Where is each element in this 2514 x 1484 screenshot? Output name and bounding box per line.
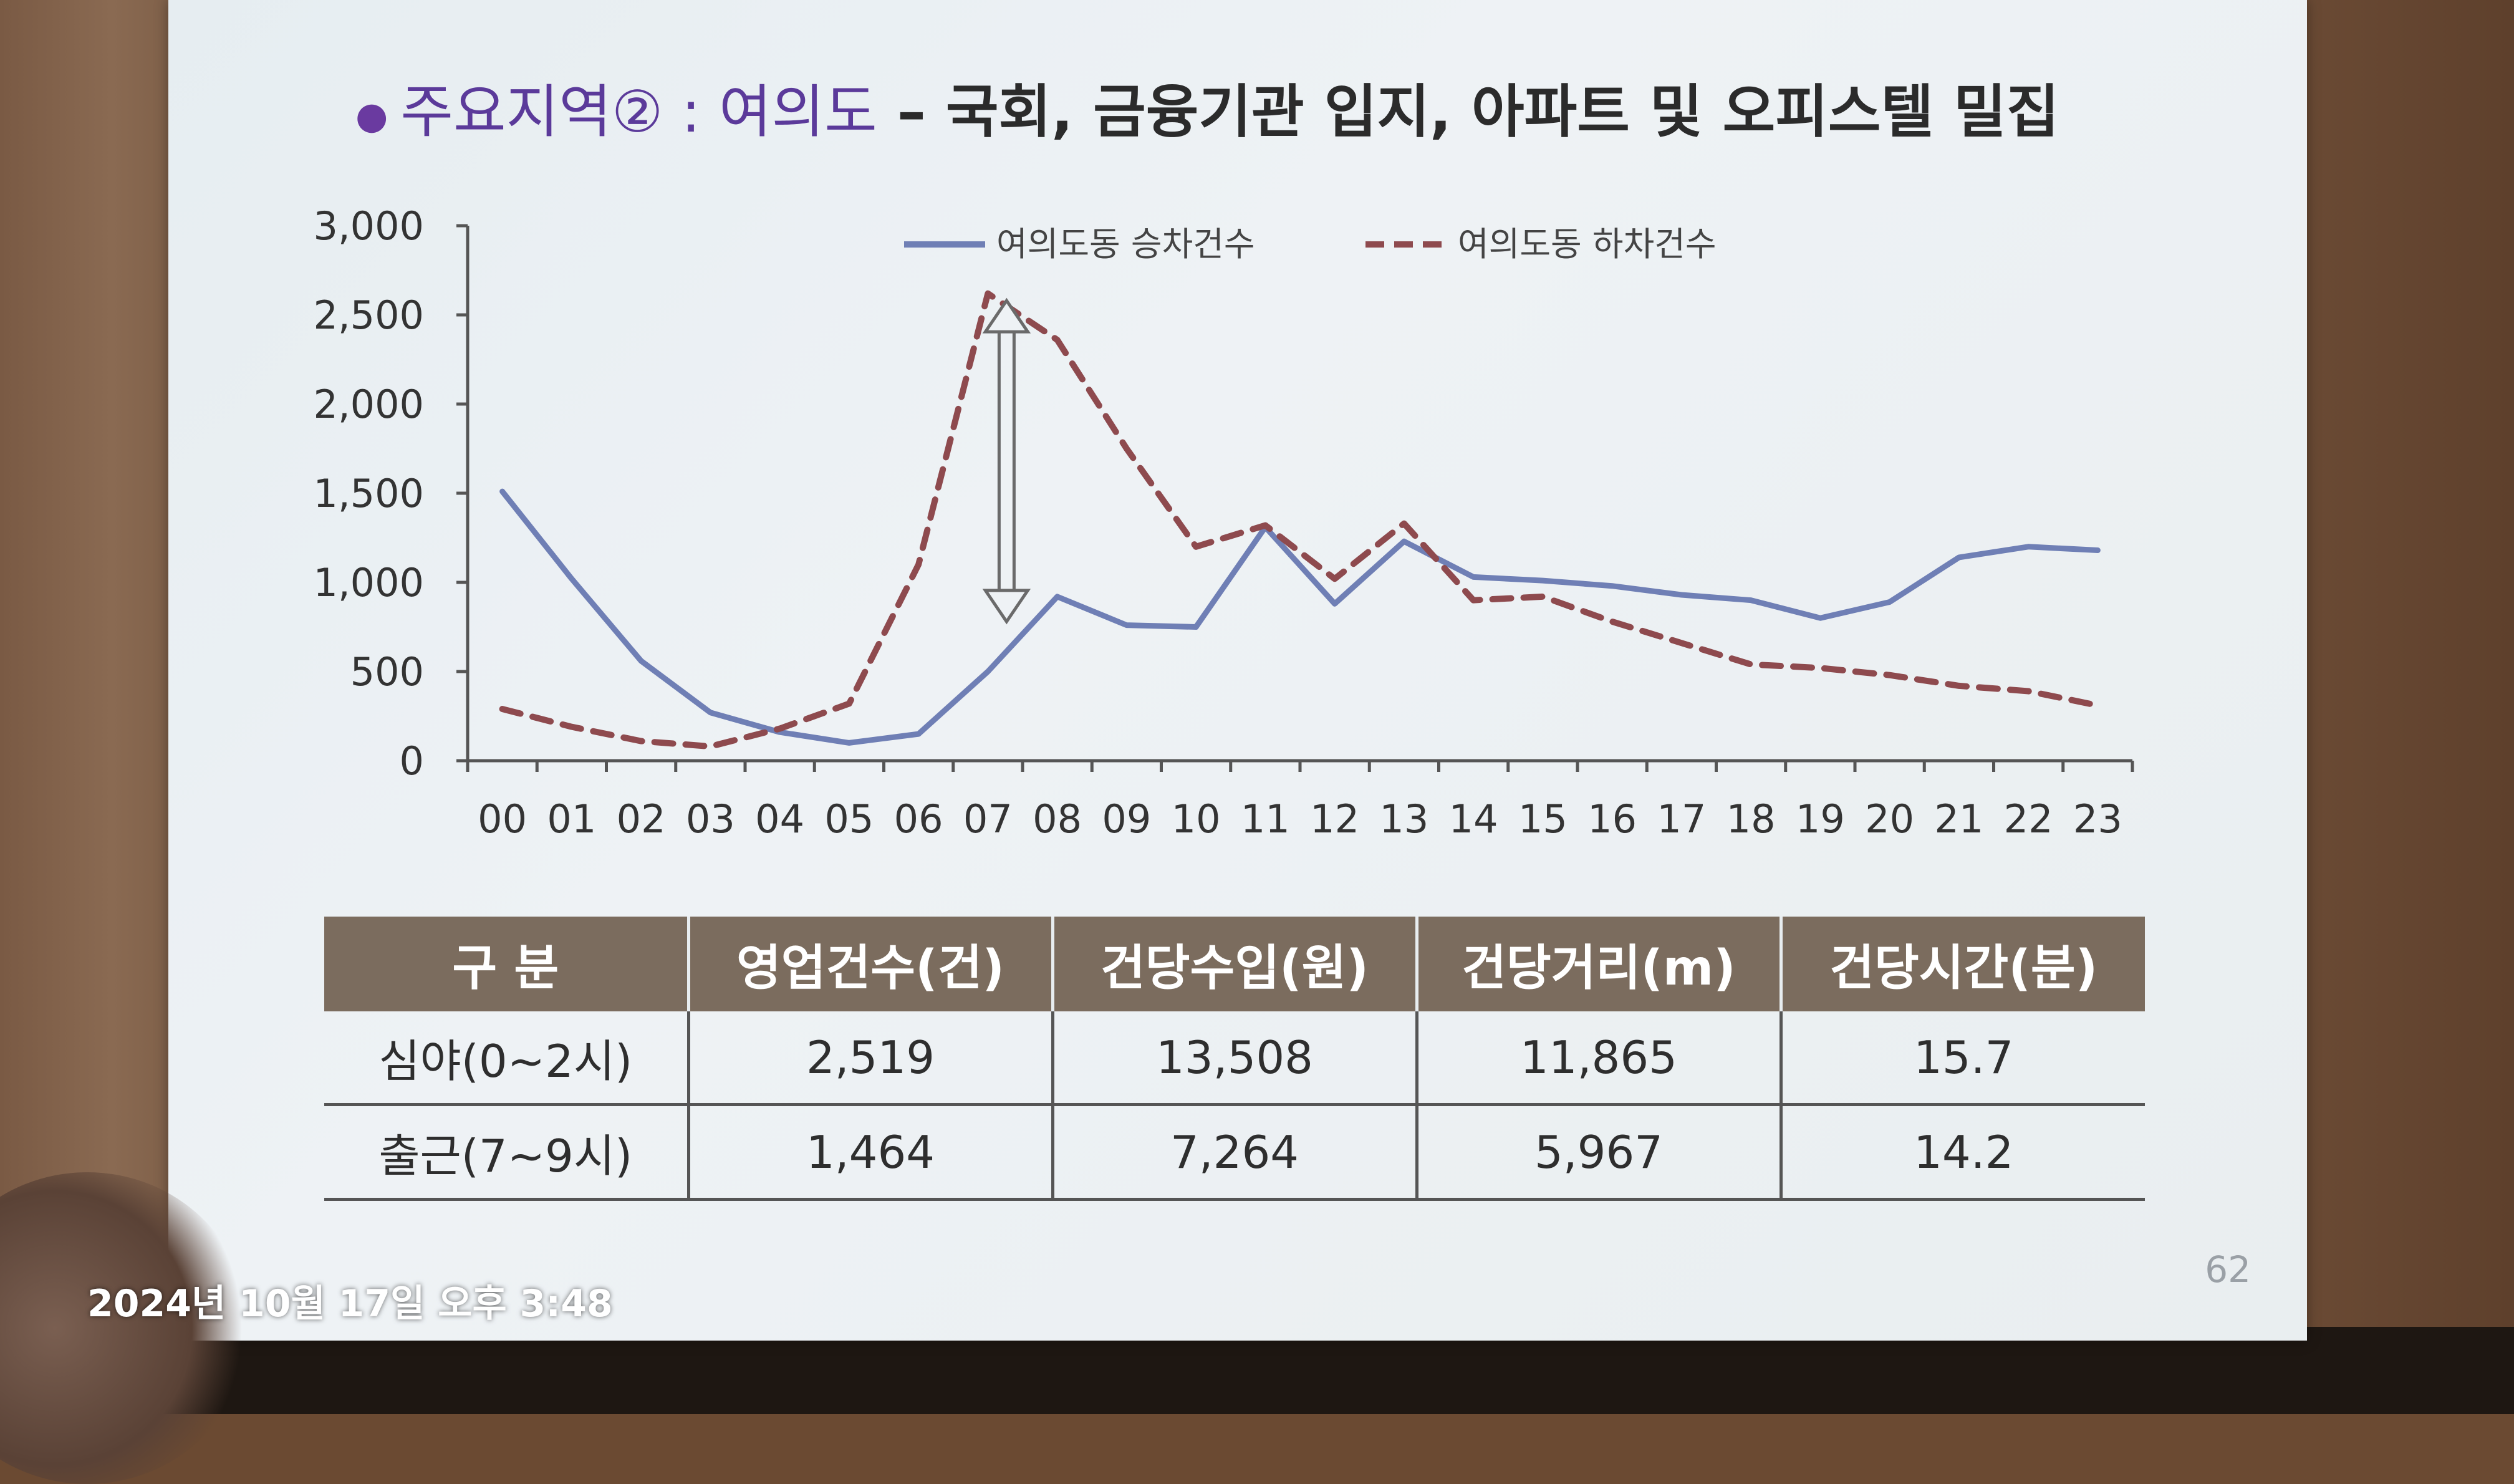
x-tick-label: 11: [1241, 796, 1290, 842]
table-cell: 1,464: [688, 1104, 1054, 1201]
table-cell: 13,508: [1052, 1011, 1418, 1106]
page-number: 62: [2205, 1248, 2251, 1291]
table-cell: 출근(7~9시): [324, 1104, 690, 1201]
photo-timestamp: 2024년 10월 17일 오후 3:48: [87, 1282, 613, 1326]
table-header: 구 분: [324, 917, 690, 1011]
x-tick-label: 05: [824, 796, 874, 842]
x-tick-label: 06: [894, 796, 943, 842]
y-tick-label: 500: [350, 649, 424, 695]
table-cell: 5,967: [1417, 1104, 1783, 1201]
table-header: 영업건수(건): [688, 917, 1054, 1011]
y-tick-label: 1,500: [314, 471, 425, 516]
table-header: 건당시간(분): [1781, 917, 2145, 1011]
table-cell: 7,264: [1052, 1104, 1418, 1201]
table-header-row: 구 분 영업건수(건) 건당수입(원) 건당거리(m) 건당시간(분): [324, 917, 2145, 1011]
data-table: 구 분 영업건수(건) 건당수입(원) 건당거리(m) 건당시간(분) 심야(0…: [324, 917, 2145, 1201]
table-cell: 11,865: [1417, 1011, 1783, 1106]
table-cell: 14.2: [1781, 1104, 2145, 1201]
y-tick-label: 0: [400, 738, 424, 784]
x-tick-label: 02: [617, 796, 666, 842]
x-tick-label: 07: [963, 796, 1013, 842]
y-tick-label: 2,500: [314, 292, 425, 338]
slide-title: ● 주요지역② : 여의도 – 국회, 금융기관 입지, 아파트 및 오피스텔 밀…: [355, 65, 2059, 148]
y-tick-label: 3,000: [314, 203, 425, 249]
line-chart: 0 500 1,000 1,500 2,000 2,500 3,000 00 01 02 03 04 0…: [314, 203, 2134, 842]
x-tick-label: 22: [2004, 796, 2053, 842]
x-tick-label: 03: [686, 796, 735, 842]
x-tick-label: 04: [755, 796, 804, 842]
y-tick-label: 2,000: [314, 382, 425, 427]
x-tick-label: 15: [1518, 796, 1568, 842]
table-header: 건당수입(원): [1052, 917, 1418, 1011]
table-cell: 15.7: [1781, 1011, 2145, 1106]
x-tick-label: 14: [1449, 796, 1498, 842]
table-header: 건당거리(m): [1417, 917, 1783, 1011]
legend-label: 여의도동 하차건수: [1458, 224, 1717, 264]
background-right: [2308, 0, 2514, 1414]
legend-label: 여의도동 승차건수: [996, 224, 1255, 264]
x-tick-label: 13: [1379, 796, 1428, 842]
x-tick-label: 17: [1657, 796, 1706, 842]
y-tick-label: 1,000: [314, 560, 425, 605]
x-tick-label: 10: [1172, 796, 1221, 842]
presentation-slide: ● 주요지역② : 여의도 – 국회, 금융기관 입지, 아파트 및 오피스텔 밀…: [168, 0, 2307, 1341]
bullet-icon: ●: [355, 94, 388, 138]
x-tick-label: 19: [1796, 796, 1845, 842]
x-tick-label: 12: [1310, 796, 1359, 842]
table-row: 심야(0~2시) 2,519 13,508 11,865 15.7: [324, 1011, 2145, 1106]
x-tick-label: 08: [1033, 796, 1082, 842]
table-cell: 2,519: [688, 1011, 1054, 1106]
series-line-1: [499, 488, 2101, 746]
series-line-2: [499, 290, 2101, 750]
table-cell: 심야(0~2시): [324, 1011, 690, 1106]
annotation-arrow-head: [982, 297, 1031, 334]
x-tick-label: 20: [1865, 796, 1914, 842]
slide-title-prefix: 주요지역② : 여의도: [400, 79, 877, 145]
slide-title-rest: – 국회, 금융기관 입지, 아파트 및 오피스텔 밀집: [877, 79, 2059, 145]
x-tick-label: 00: [478, 796, 527, 842]
x-tick-label: 21: [1934, 796, 1983, 842]
x-tick-label: 16: [1587, 796, 1637, 842]
x-tick-label: 18: [1727, 796, 1776, 842]
table-row: 출근(7~9시) 1,464 7,264 5,967 14.2: [324, 1104, 2145, 1201]
annotation-arrow-head: [982, 589, 1031, 625]
x-tick-label: 01: [547, 796, 596, 842]
background-bottom: [0, 1327, 2514, 1414]
x-tick-label: 09: [1102, 796, 1151, 842]
x-tick-label: 23: [2073, 796, 2122, 842]
